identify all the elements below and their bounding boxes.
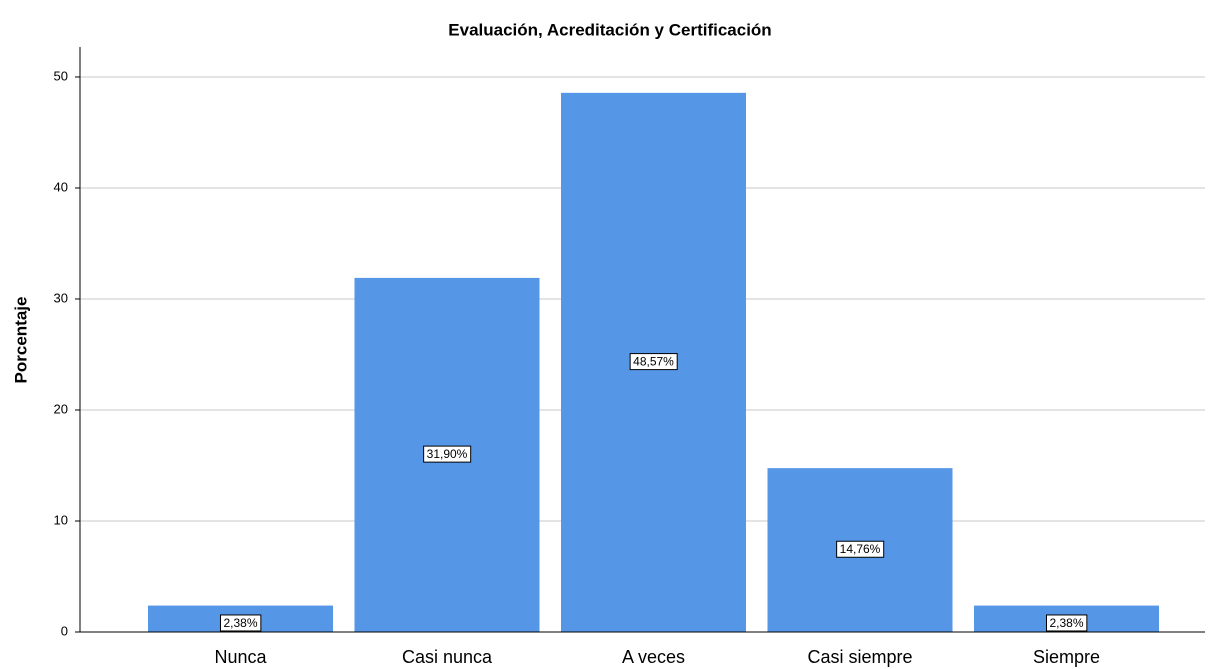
x-tick-label: A veces: [622, 647, 685, 667]
data-label-box: [219, 614, 262, 632]
x-tick-label: Casi siempre: [807, 647, 912, 667]
x-tick-label: Casi nunca: [402, 647, 493, 667]
y-tick-label: 0: [61, 623, 68, 638]
chart-title: Evaluación, Acreditación y Certificación: [448, 20, 771, 39]
y-tick-label: 40: [54, 179, 68, 194]
y-tick-label: 10: [54, 512, 68, 527]
data-label: 14,76%: [840, 542, 881, 556]
data-label-box: [1045, 614, 1088, 632]
y-tick-label: 50: [54, 68, 68, 83]
x-tick-label: Nunca: [214, 647, 267, 667]
x-tick-label: Siempre: [1033, 647, 1100, 667]
y-tick-label: 30: [54, 290, 68, 305]
data-label: 2,38%: [223, 616, 257, 630]
data-label: 31,90%: [427, 447, 468, 461]
data-label-box: [423, 445, 472, 463]
data-label: 2,38%: [1049, 616, 1083, 630]
data-label: 48,57%: [633, 355, 674, 369]
y-axis-label: Porcentaje: [11, 297, 30, 384]
y-tick-label: 20: [54, 401, 68, 416]
data-label-box: [836, 540, 885, 558]
data-label-box: [629, 353, 678, 371]
